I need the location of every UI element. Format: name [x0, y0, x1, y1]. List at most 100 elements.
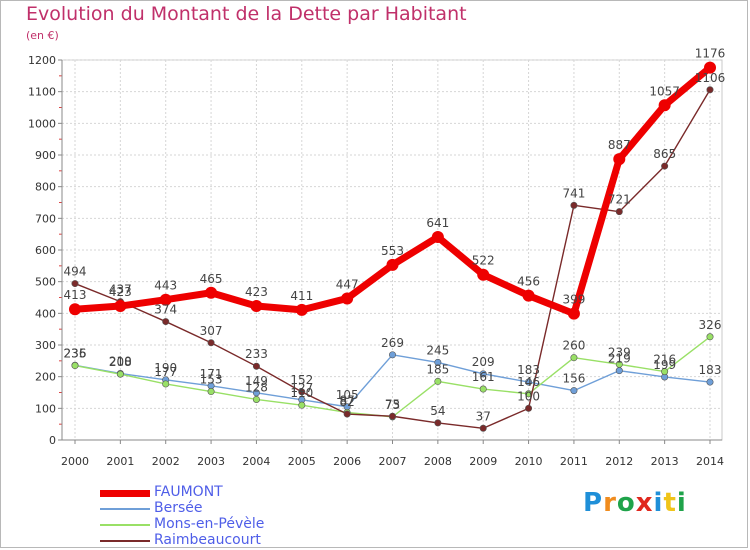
data-point [252, 395, 260, 403]
data-point [207, 339, 215, 347]
legend-label: Mons-en-Pévèle [154, 516, 265, 532]
data-point [162, 380, 170, 388]
data-point [388, 412, 396, 420]
logo-letter: t [663, 488, 677, 518]
data-label: 146 [517, 375, 540, 389]
data-point [477, 268, 490, 281]
data-label: 199 [653, 358, 676, 372]
x-tick-label: 2001 [106, 455, 134, 468]
data-label: 75 [385, 397, 400, 411]
x-tick-label: 2000 [61, 455, 89, 468]
data-label: 210 [109, 355, 132, 369]
x-tick-label: 2011 [560, 455, 588, 468]
legend-swatch [100, 524, 150, 526]
data-label: 100 [517, 389, 540, 403]
x-tick-label: 2007 [379, 455, 407, 468]
logo-letter: i [653, 488, 664, 518]
data-point [706, 86, 714, 94]
data-point [162, 318, 170, 326]
x-tick-label: 2004 [242, 455, 270, 468]
data-label: 887 [608, 138, 631, 152]
data-label: 37 [476, 409, 491, 423]
y-tick-label: 0 [49, 434, 56, 447]
y-tick-label: 1200 [28, 54, 56, 67]
data-label: 423 [245, 285, 268, 299]
data-point [388, 351, 396, 359]
data-point [570, 387, 578, 395]
chart-title: Evolution du Montant de la Dette par Hab… [26, 3, 467, 25]
x-tick-label: 2013 [651, 455, 679, 468]
data-label: 156 [562, 372, 585, 386]
data-label: 865 [653, 147, 676, 161]
x-tick-label: 2010 [515, 455, 543, 468]
legend-label: Raimbeaucourt [154, 532, 261, 548]
data-label: 235 [64, 347, 87, 361]
data-label: 183 [517, 363, 540, 377]
y-tick-label: 1100 [28, 86, 56, 99]
data-point [205, 286, 218, 299]
data-label: 423 [109, 285, 132, 299]
x-tick-label: 2008 [424, 455, 452, 468]
data-point [434, 377, 442, 385]
data-label: 216 [653, 353, 676, 367]
data-label: 741 [562, 186, 585, 200]
data-label: 437 [109, 283, 132, 297]
data-label: 447 [336, 277, 359, 291]
data-label: 522 [472, 254, 495, 268]
data-point [295, 303, 308, 316]
data-label: 641 [426, 216, 449, 230]
data-point [615, 367, 623, 375]
data-point [250, 300, 263, 313]
data-point [567, 307, 580, 320]
data-labels: 236 210 190 171 149 127 105 269 245 209 183 156 219 1… [64, 47, 726, 424]
data-point [69, 303, 81, 316]
data-point [341, 292, 354, 305]
data-point [706, 333, 714, 341]
data-point [615, 360, 623, 368]
data-label: 208 [109, 355, 132, 369]
data-label: 177 [154, 365, 177, 379]
data-point [613, 153, 626, 166]
data-point [570, 201, 578, 209]
data-label: 260 [562, 339, 585, 353]
series-layer [69, 61, 716, 432]
y-tick-label: 100 [35, 402, 56, 415]
axes: 0 100 200 300 400 500 600 700 800 900 1000 1100 1200… [28, 54, 724, 468]
data-label: 185 [426, 362, 449, 376]
data-point [252, 362, 260, 370]
data-point [343, 410, 351, 418]
data-label: 1057 [649, 84, 680, 98]
y-tick-label: 1000 [28, 117, 56, 130]
logo-letter: o [616, 488, 636, 518]
y-tick-label: 900 [35, 149, 56, 162]
data-label: 105 [336, 388, 359, 402]
data-point [116, 370, 124, 378]
y-tick-label: 500 [35, 276, 56, 289]
data-label: 209 [472, 355, 495, 369]
data-point [298, 401, 306, 409]
data-label: 183 [699, 363, 722, 377]
data-point [525, 378, 533, 386]
data-label: 153 [200, 373, 223, 387]
data-label: 443 [154, 279, 177, 293]
legend-label: Bersée [154, 500, 203, 516]
data-point [525, 404, 533, 412]
data-label: 233 [245, 347, 268, 361]
data-label: 87 [340, 393, 355, 407]
data-label: 326 [699, 318, 722, 332]
data-label: 374 [154, 303, 177, 317]
data-point [570, 354, 578, 362]
data-point [661, 368, 669, 376]
data-point [71, 280, 79, 288]
y-tick-label: 200 [35, 371, 56, 384]
data-label: 149 [245, 374, 268, 388]
data-point [479, 385, 487, 393]
data-point [479, 370, 487, 378]
y-tick-label: 700 [35, 212, 56, 225]
data-label: 152 [290, 373, 313, 387]
legend-swatch [100, 540, 150, 542]
logo-letter: r [603, 488, 617, 518]
data-label: 54 [430, 404, 445, 418]
